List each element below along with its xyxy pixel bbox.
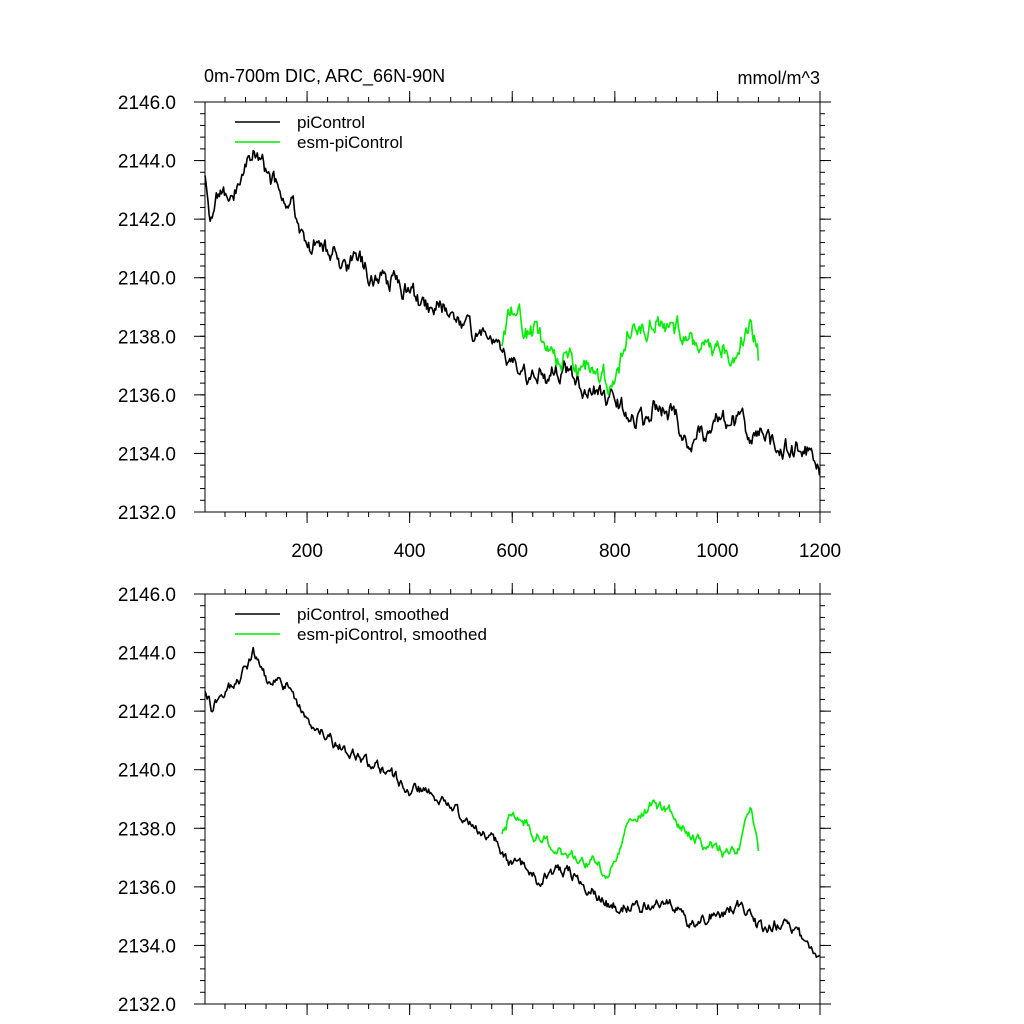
upper-panel: 2132.0 2134.0 2136.0 2138.0 2140.0 2142.0 2144… (118, 91, 841, 562)
legend-label: esm-piControl (297, 133, 403, 152)
y-tick-label: 2144.0 (118, 152, 176, 173)
y-tick-label: 2146.0 (118, 93, 176, 114)
y-tick-label: 2142.0 (118, 210, 176, 231)
title-left: 0m-700m DIC, ARC_66N-90N (204, 66, 445, 87)
plot-frame (204, 101, 821, 513)
y-tick-label: 2132.0 (118, 503, 176, 524)
title-units: mmol/m^3 (738, 68, 820, 88)
x-tick-label: 800 (599, 541, 631, 562)
lower-panel: 2132.0 2134.0 2136.0 2138.0 2140.0 2142.0 2144… (118, 583, 831, 1016)
x-tick-label: 1000 (696, 541, 738, 562)
y-tick-label: 2138.0 (118, 819, 176, 840)
series-line-esm-picontrol (501, 303, 760, 396)
y-tick-label: 2146.0 (118, 585, 176, 606)
legend-label: piControl (297, 113, 365, 132)
x-tick-label: 200 (291, 541, 323, 562)
series-line-picontrol (204, 149, 821, 476)
x-tick-label: 1200 (799, 541, 841, 562)
y-tick-label: 2138.0 (118, 327, 176, 348)
series-line-esm-picontrol-smoothed (501, 799, 760, 880)
legend-label: piControl, smoothed (297, 605, 449, 624)
y-tick-label: 2144.0 (118, 644, 176, 665)
y-tick-label: 2136.0 (118, 878, 176, 899)
legend-label: esm-piControl, smoothed (297, 625, 487, 644)
y-tick-label: 2134.0 (118, 444, 176, 465)
x-tick-label: 400 (394, 541, 426, 562)
x-tick-label: 600 (496, 541, 528, 562)
y-tick-label: 2134.0 (118, 936, 176, 957)
series-line-picontrol-smoothed (204, 646, 821, 959)
y-tick-label: 2136.0 (118, 386, 176, 407)
y-tick-label: 2132.0 (118, 995, 176, 1016)
y-tick-label: 2140.0 (118, 761, 176, 782)
y-tick-label: 2142.0 (118, 702, 176, 723)
y-tick-label: 2140.0 (118, 269, 176, 290)
plot-frame (204, 593, 821, 1005)
